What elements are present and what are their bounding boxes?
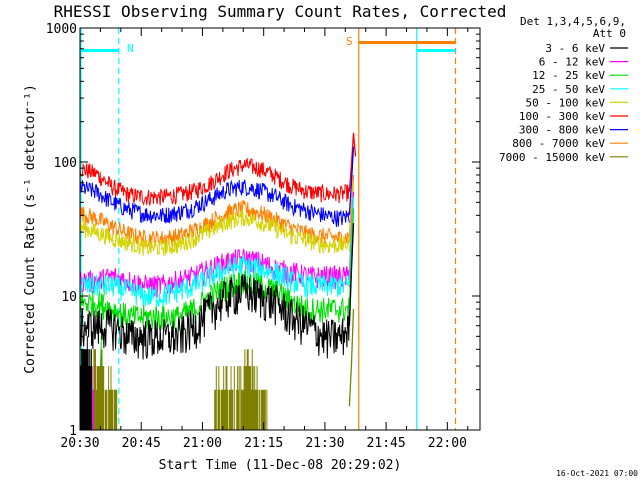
- y-tick-label-0: 1: [69, 424, 77, 439]
- y-tick-label-2: 100: [54, 156, 77, 171]
- series-line-100-300kev: [79, 158, 350, 206]
- night-label: N: [127, 42, 134, 55]
- x-tick-label-4: 21:30: [305, 436, 344, 451]
- plot-frame: [79, 27, 481, 431]
- legend-label-1: 6 - 12 keV: [539, 56, 606, 69]
- spike-8: [348, 308, 355, 407]
- legend-label-5: 100 - 300 keV: [519, 110, 605, 123]
- legend-label-3: 25 - 50 keV: [532, 83, 605, 96]
- series-line-12-25kev: [79, 269, 350, 332]
- series-line-300-800kev: [79, 179, 350, 227]
- x-tick-label-0: 20:30: [60, 436, 99, 451]
- low-band-segment-2: [79, 336, 92, 430]
- legend-label-6: 300 - 800 keV: [519, 124, 605, 137]
- timestamp: 16-Oct-2021 07:00: [556, 469, 638, 478]
- x-tick-label-5: 21:45: [367, 436, 406, 451]
- series-line-50-100kev: [79, 209, 350, 257]
- x-axis-ticks: 20:30 20:45 21:00 21:15 21:30 21:45 22:00: [60, 28, 469, 451]
- legend-label-2: 12 - 25 keV: [532, 69, 605, 82]
- series-lines: [79, 132, 357, 407]
- x-tick-label-2: 21:00: [183, 436, 222, 451]
- series-line-25-50kev: [79, 255, 350, 308]
- x-tick-label-1: 20:45: [122, 436, 161, 451]
- spike-1: [348, 146, 355, 216]
- spike-7: [348, 223, 355, 326]
- x-tick-label-3: 21:15: [244, 436, 283, 451]
- attenuator-label: Att 0: [593, 27, 626, 40]
- x-tick-label-6: 22:00: [428, 436, 467, 451]
- y-axis-label: Corrected Count Rate (s⁻¹ detector⁻¹): [23, 84, 38, 374]
- detectors-label: Det 1,3,4,5,6,9,: [520, 15, 626, 28]
- flag-bars: [80, 40, 456, 52]
- legend-label-7: 800 - 7000 keV: [512, 137, 605, 150]
- legend-label-4: 50 - 100 keV: [526, 96, 606, 109]
- series-line-3-6kev: [79, 273, 350, 360]
- y-axis-ticks: 1 10 100 1000: [46, 22, 480, 439]
- saa-label: S: [346, 35, 353, 48]
- spike-0: [348, 132, 357, 192]
- low-band-segment-5: [242, 349, 256, 430]
- y-tick-label-1: 10: [61, 290, 77, 305]
- x-axis-label: Start Time (11-Dec-08 20:29:02): [159, 458, 402, 473]
- low-band-segment-3: [104, 366, 118, 430]
- legend-label-0: 3 - 6 keV: [545, 42, 605, 55]
- chart-title: RHESSI Observing Summary Count Rates, Co…: [54, 2, 507, 21]
- y-tick-label-3: 1000: [46, 22, 77, 37]
- legend-label-8: 7000 - 15000 keV: [499, 151, 605, 164]
